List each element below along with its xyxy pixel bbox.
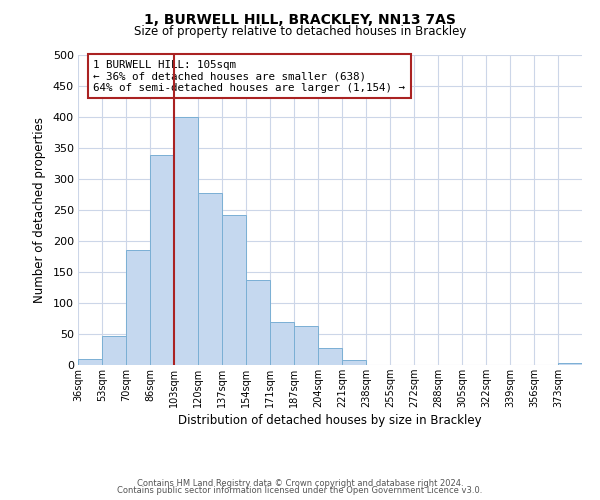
Text: Size of property relative to detached houses in Brackley: Size of property relative to detached ho… [134,25,466,38]
Bar [246,280,270,365]
Bar [174,117,198,365]
Bar [78,359,102,365]
Bar [342,360,366,365]
Y-axis label: Number of detached properties: Number of detached properties [33,117,46,303]
Bar [126,250,150,365]
Text: 1, BURWELL HILL, BRACKLEY, NN13 7AS: 1, BURWELL HILL, BRACKLEY, NN13 7AS [144,12,456,26]
Text: 1 BURWELL HILL: 105sqm
← 36% of detached houses are smaller (638)
64% of semi-de: 1 BURWELL HILL: 105sqm ← 36% of detached… [93,60,405,93]
Text: Contains HM Land Registry data © Crown copyright and database right 2024.: Contains HM Land Registry data © Crown c… [137,478,463,488]
Bar [150,156,174,365]
Bar [198,194,222,365]
X-axis label: Distribution of detached houses by size in Brackley: Distribution of detached houses by size … [178,414,482,427]
Bar [558,363,582,365]
Bar [294,326,318,365]
Bar [270,322,294,365]
Bar [222,215,246,365]
Text: Contains public sector information licensed under the Open Government Licence v3: Contains public sector information licen… [118,486,482,495]
Bar [102,336,126,365]
Bar [318,348,342,365]
